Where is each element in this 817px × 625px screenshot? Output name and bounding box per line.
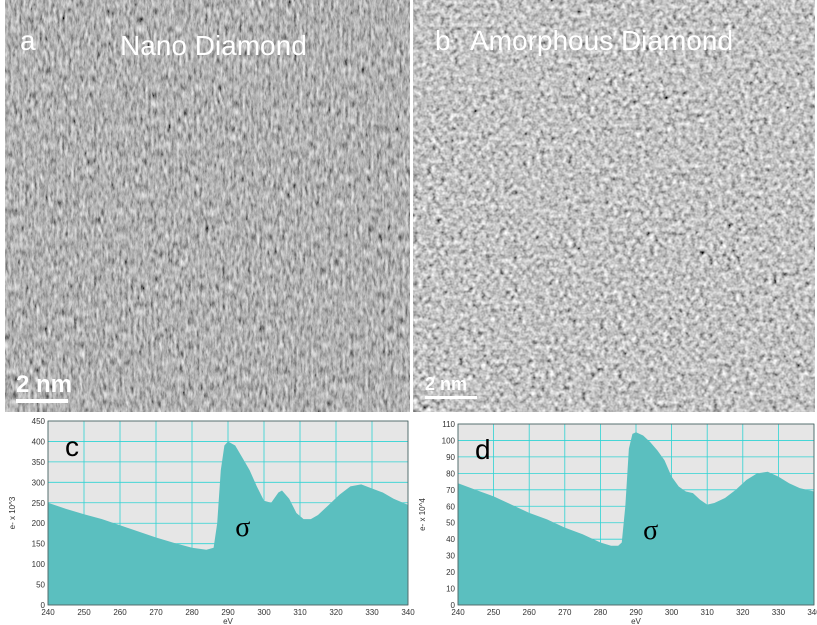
x-tick-label: 330 [772, 608, 786, 617]
x-tick-label: 290 [629, 608, 643, 617]
x-tick-label: 260 [523, 608, 537, 617]
y-tick-label: 40 [446, 535, 455, 544]
y-tick-label: 80 [446, 469, 455, 478]
y-tick-label: 300 [32, 478, 46, 487]
x-axis-label: eV [223, 617, 233, 625]
x-axis-label: eV [631, 617, 641, 625]
tem-image [413, 0, 815, 412]
panel-label: d [475, 434, 491, 465]
y-tick-label: 200 [32, 519, 46, 528]
y-axis-label: e- x 10^3 [8, 496, 17, 529]
figure: a Nano Diamond 2 nm b Amorphous Diamond … [0, 0, 817, 625]
y-tick-label: 60 [446, 502, 455, 511]
y-tick-label: 150 [32, 540, 46, 549]
scale-bar-label: 2 nm [16, 371, 72, 398]
x-tick-label: 270 [558, 608, 572, 617]
x-tick-label: 300 [665, 608, 679, 617]
image-title: Nano Diamond [120, 30, 307, 61]
x-tick-label: 290 [221, 608, 235, 617]
panel-label: c [65, 431, 79, 462]
x-tick-label: 300 [257, 608, 271, 617]
y-axis-label: e- x 10^4 [418, 498, 427, 531]
x-tick-label: 310 [701, 608, 715, 617]
x-tick-label: 320 [329, 608, 343, 617]
x-tick-label: 310 [293, 608, 307, 617]
scale-bar [425, 396, 477, 399]
y-tick-label: 0 [41, 601, 46, 610]
x-tick-label: 250 [487, 608, 501, 617]
y-tick-label: 70 [446, 486, 455, 495]
y-tick-label: 20 [446, 568, 455, 577]
scale-bar [16, 399, 68, 403]
y-tick-label: 110 [442, 420, 455, 429]
y-tick-label: 100 [32, 560, 46, 569]
y-tick-label: 30 [446, 552, 455, 561]
annotation: σ [235, 512, 250, 543]
y-tick-label: 250 [32, 499, 46, 508]
y-tick-label: 0 [451, 601, 456, 610]
y-tick-label: 10 [446, 585, 455, 594]
y-tick-label: 90 [446, 453, 455, 462]
y-tick-label: 50 [36, 581, 45, 590]
x-tick-label: 330 [365, 608, 379, 617]
panel-label: b [435, 25, 451, 56]
tem-image [5, 0, 410, 412]
y-tick-label: 450 [32, 417, 46, 426]
y-tick-label: 350 [32, 458, 46, 467]
x-tick-label: 260 [113, 608, 127, 617]
x-tick-label: 250 [77, 608, 91, 617]
x-tick-label: 280 [185, 608, 199, 617]
y-tick-label: 400 [32, 437, 46, 446]
panel-label: a [20, 25, 36, 56]
x-tick-label: 280 [594, 608, 608, 617]
scale-bar-label: 2 nm [425, 374, 467, 394]
y-tick-label: 100 [442, 436, 456, 445]
image-title: Amorphous Diamond [470, 25, 733, 56]
y-tick-label: 50 [446, 519, 455, 528]
x-tick-label: 320 [736, 608, 750, 617]
x-tick-label: 340 [401, 608, 415, 617]
x-tick-label: 340 [807, 608, 817, 617]
annotation: σ [643, 515, 658, 546]
x-tick-label: 270 [149, 608, 163, 617]
